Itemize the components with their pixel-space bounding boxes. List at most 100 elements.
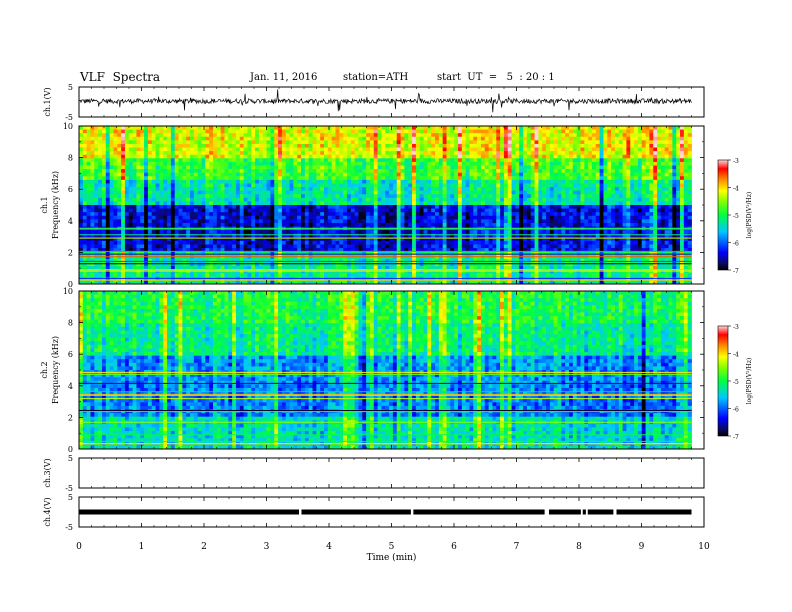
spectrogram-cell [519,129,524,134]
spectrogram-cell [178,187,183,192]
spectrogram-cell [243,222,248,227]
spectrogram-cell [346,212,352,217]
spectrogram-cell [389,161,394,166]
spectrogram-cell [212,133,218,138]
spectrogram-cell [308,154,313,159]
spectrogram-cell [408,201,413,206]
spectrogram-cell [147,212,153,217]
spectrogram-cell [657,140,662,145]
spectrogram-cell [534,143,539,148]
spectrogram-cell [186,147,191,152]
spectrogram-cell [408,222,413,227]
spectrogram-cell [412,176,417,181]
spectrogram-cell [255,165,260,170]
spectrogram-cell [630,172,635,177]
spectrogram-cell [500,205,505,209]
spectrogram-cell [159,215,164,220]
spectrogram-cell [339,143,344,148]
spectrogram-cell [457,147,463,152]
spectrogram-cell [327,205,333,209]
spectrogram-cell [209,208,214,213]
spectrogram-cell [109,158,114,163]
spectrogram-cell [235,165,241,170]
spectrogram-cell [235,187,241,192]
spectrogram-cell [500,197,505,202]
spectrogram-cell [664,190,669,195]
spectrogram-cell [584,212,589,217]
spectrogram-cell [396,215,401,220]
spectrogram-cell [415,143,421,148]
spectrogram-cell [350,230,356,235]
spectrogram-cell [549,126,555,130]
spectrogram-cell [304,215,310,220]
spectrogram-cell [557,172,562,177]
spectrogram-cell [94,183,99,188]
spectrogram-cell [687,154,692,159]
spectrogram-cell [660,219,666,224]
spectrogram-cell [523,154,528,159]
spectrogram-cell [117,222,122,227]
spectrogram-cell [392,176,398,181]
spectrogram-cell [668,208,673,213]
spectrogram-cell [94,187,99,192]
spectrogram-cell [492,143,497,148]
spectrogram-cell [147,219,153,224]
spectrogram-cell [412,208,417,213]
spectrogram-cell [308,212,313,217]
spectrogram-cell [278,212,283,217]
spectrogram-cell [79,201,84,206]
spectrogram-cell [442,208,447,213]
spectrogram-cell [335,190,340,195]
spectrogram-cell [209,201,214,206]
spectrogram-cell [465,190,470,195]
spectrogram-cell [634,169,639,174]
spectrogram-cell [519,190,524,195]
spectrogram-cell [262,172,267,177]
spectrogram-cell [454,194,459,199]
spectrogram-cell [339,179,344,184]
spectrogram-cell [664,169,669,174]
spectrogram-cell [389,212,394,217]
spectrogram-cell [630,161,635,166]
spectrogram-cell [381,215,386,220]
spectrogram-cell [423,172,428,177]
spectrogram-cell [94,197,99,202]
spectrogram-cell [496,212,501,217]
spectrogram-cell [400,136,405,141]
spectrogram-cell [331,194,336,199]
spectrogram-cell [297,165,302,170]
spectrogram-cell [86,169,91,174]
spectrogram-cell [480,158,486,163]
spectrogram-cell [228,165,233,170]
spectrogram-cell [461,230,467,235]
spectrogram-cell [312,197,317,202]
spectrogram-cell [239,190,245,195]
spectrogram-cell [385,147,390,152]
spectrogram-cell [174,161,179,166]
spectrogram-cell [358,129,363,134]
spectrogram-cell [668,129,673,134]
spectrogram-cell [442,187,447,192]
spectrogram-cell [350,143,356,148]
spectrogram-cell [450,205,455,209]
spectrogram-cell [197,172,202,177]
spectrogram-cell [308,222,313,227]
spectrogram-cell [251,172,256,177]
spectrogram-cell [446,179,451,184]
spectrogram-cell [511,201,516,206]
spectrogram-cell [500,133,505,138]
spectrogram-cell [258,233,264,238]
spectrogram-cell [500,190,505,195]
spectrogram-cell [366,176,371,181]
spectrogram-cell [645,197,650,202]
spectrogram-cell [415,212,421,217]
spectrogram-cell [645,215,650,220]
spectrogram-cell [603,215,608,220]
spectrogram-cell [220,208,225,213]
spectrogram-cell [90,187,95,192]
spectrogram-cell [538,179,543,184]
spectrogram-cell [676,179,681,184]
spectrogram-cell [412,187,417,192]
spectrogram-cell [630,143,635,148]
spectrogram-cell [561,136,566,141]
